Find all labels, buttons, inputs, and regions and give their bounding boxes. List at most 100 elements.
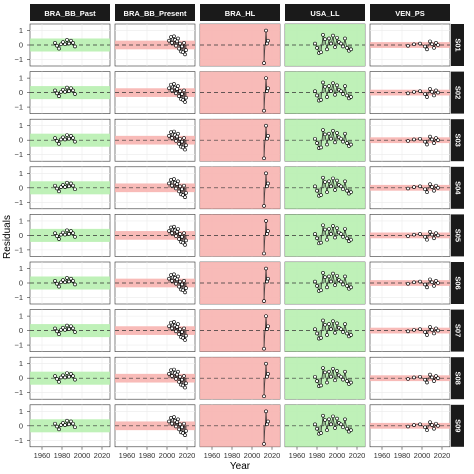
y-tick-label: 1 [19,264,23,273]
data-point [55,424,59,429]
data-point [319,50,323,55]
data-point [325,285,329,290]
data-point [418,327,422,331]
data-point [176,369,180,374]
data-point [428,420,432,424]
row-strip-label-s07: S07 [454,324,463,337]
data-point [178,184,182,189]
data-point [63,375,67,380]
data-point [315,46,319,50]
data-point [182,326,186,331]
data-point [71,279,75,283]
data-point [412,90,416,94]
y-tick-label: 1 [19,359,23,368]
data-point [432,188,436,193]
data-point [177,46,181,51]
residual-line [407,40,439,50]
data-point [335,416,339,421]
data-point [181,240,185,245]
row-strip-s08 [451,357,464,400]
data-point [55,281,59,286]
data-point [428,277,432,282]
data-point [423,282,427,287]
data-point [178,279,182,284]
data-point [423,377,427,382]
data-point [423,235,427,239]
data-point [425,190,429,194]
data-point [341,235,345,239]
data-point [169,35,173,39]
x-tick-label: 1980 [394,451,411,460]
data-point [341,44,345,49]
data-point [418,41,422,46]
data-point [172,177,176,181]
data-point [345,236,349,241]
data-point [323,323,327,327]
data-point [343,369,347,374]
data-point [169,368,173,373]
data-point [177,332,181,337]
data-point [412,137,416,142]
data-point [63,423,67,427]
data-point [325,95,329,99]
data-point [436,233,440,238]
data-point [67,422,71,427]
data-point [428,134,432,139]
data-point [174,281,178,286]
data-point [57,46,61,51]
x-tick-label: 1960 [374,451,391,460]
data-point [264,123,268,128]
data-point [73,92,77,96]
data-point [167,324,171,329]
data-point [331,33,335,38]
y-tick-label: 0 [19,421,23,430]
data-point [323,132,327,137]
data-point [321,318,325,323]
data-point [343,274,347,279]
data-point [177,427,181,432]
data-point [341,282,345,287]
data-point [181,383,185,388]
data-point [428,325,432,329]
y-tick-label: 0 [19,279,23,288]
data-point [264,76,268,80]
data-point [183,243,187,247]
data-point [170,374,174,378]
data-point [412,42,416,47]
y-tick-label: 0 [19,183,23,192]
data-point [262,346,266,351]
data-point [418,374,422,379]
data-point [349,380,353,385]
data-point [313,232,317,236]
data-point [57,142,61,146]
data-point [265,232,269,236]
data-point [406,424,410,429]
data-point [436,138,440,142]
row-strip-label-s05: S05 [454,229,463,242]
data-point [180,377,184,382]
data-point [423,44,427,49]
data-point [57,237,61,241]
data-point [264,314,268,318]
data-point [325,380,329,385]
data-point [67,184,71,189]
data-point [167,419,171,424]
data-point [167,86,171,91]
data-point [55,329,59,334]
data-point [341,187,345,192]
data-point [343,322,347,326]
data-point [265,136,269,141]
data-point [177,237,181,241]
data-point [262,204,266,208]
data-point [170,183,174,188]
data-point [321,413,325,418]
data-point [183,385,187,390]
y-tick-label: −1 [14,150,23,159]
data-point [335,321,339,326]
row-strip-s04 [451,166,464,209]
y-axis-title: Residuals [2,215,13,259]
data-point [430,423,434,427]
y-tick-label: −1 [14,103,23,112]
data-point [327,36,331,41]
x-tick-label: 1980 [54,451,71,460]
